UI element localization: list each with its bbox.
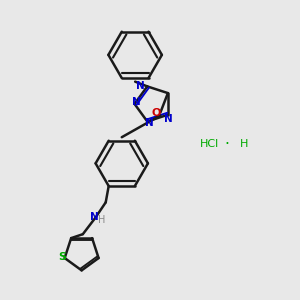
Text: H: H [98,215,106,225]
Text: N: N [90,212,99,222]
Text: ·: · [225,136,230,152]
Text: N: N [136,81,145,92]
Text: O: O [151,108,161,118]
Text: N: N [164,114,173,124]
Text: S: S [58,252,66,262]
Text: H: H [239,139,248,149]
Text: HCl: HCl [200,139,219,149]
Text: N: N [145,118,154,128]
Text: N: N [132,98,140,107]
